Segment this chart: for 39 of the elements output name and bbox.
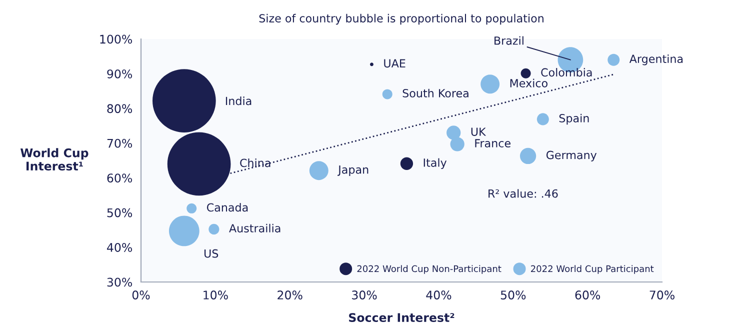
annotation: UK <box>471 128 486 136</box>
annotation: Colombia <box>541 68 592 77</box>
y-axis-title: World Cup Interest¹ <box>20 148 88 171</box>
annotation: Germany <box>546 150 597 162</box>
annotation: Spain <box>559 114 589 125</box>
y-tick-label: 70% <box>107 138 132 148</box>
annotation: Argentina <box>629 54 683 66</box>
annotation: South Korea <box>402 88 468 98</box>
annotation: Italy <box>424 158 447 169</box>
annotation: US <box>204 249 218 258</box>
y-tick-label: 40% <box>107 243 132 252</box>
x-tick-label: 60% <box>575 290 600 300</box>
legend-label: 2022 World Cup Participant <box>531 265 654 274</box>
annotation: India <box>226 96 252 106</box>
y-tick-label: 100% <box>100 34 132 44</box>
y-tick-label: 60% <box>107 174 132 183</box>
x-tick-label: 50% <box>500 290 526 300</box>
annotation: France <box>475 139 510 148</box>
x-tick-label: 40% <box>426 290 452 300</box>
x-tick-label: 30% <box>352 290 377 300</box>
x-tick-label: 70% <box>650 290 674 300</box>
y-tick-label: 90% <box>107 69 132 78</box>
annotation: UAE <box>384 59 406 68</box>
annotation: Austrailia <box>229 224 280 232</box>
annotation: Mexico <box>510 78 548 88</box>
annotation: Canada <box>206 203 248 212</box>
y-tick-label: 50% <box>107 208 132 218</box>
x-tick-label: 10% <box>204 290 228 300</box>
y-tick-label: 80% <box>107 104 132 114</box>
legend-label: 2022 World Cup Non-Participant <box>357 265 502 274</box>
chart-title: Size of country bubble is proportional to population <box>259 14 544 25</box>
annotation: Brazil <box>494 36 524 45</box>
x-tick-label: 20% <box>278 290 302 300</box>
y-tick-label: 30% <box>107 278 132 287</box>
x-axis-title: Soccer Interest² <box>349 313 454 322</box>
annotation: Japan <box>338 166 368 176</box>
annotation: China <box>240 158 270 168</box>
annotation: R² value: .46 <box>488 189 558 198</box>
x-tick-label: 0% <box>132 290 150 300</box>
